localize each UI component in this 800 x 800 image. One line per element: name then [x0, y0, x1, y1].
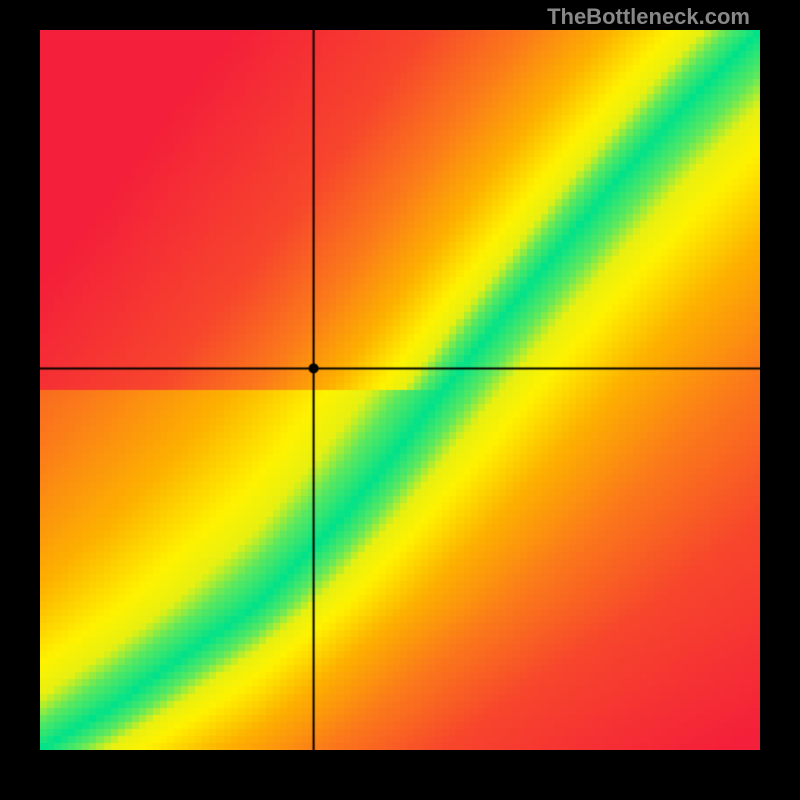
watermark-text: TheBottleneck.com: [547, 4, 750, 30]
heatmap-canvas: [40, 30, 760, 750]
chart-container: TheBottleneck.com: [0, 0, 800, 800]
plot-area: [40, 30, 760, 750]
